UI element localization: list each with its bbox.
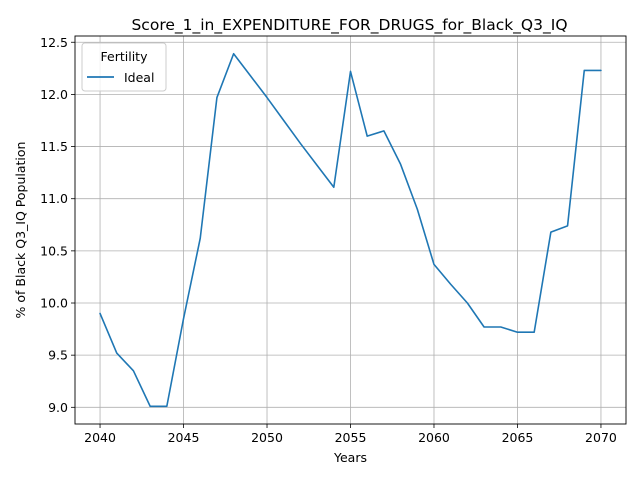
y-tick-label: 10.5 (40, 243, 68, 258)
legend-box (81, 42, 167, 92)
x-tick-label: 2060 (418, 430, 450, 445)
x-tick-label: 2055 (335, 430, 367, 445)
x-tick-label: 2045 (168, 430, 200, 445)
x-axis-ticks: 2040 2045 2050 2055 2060 2065 2070 (84, 424, 617, 445)
legend: Fertility Ideal (81, 42, 167, 92)
y-tick-label: 12.0 (40, 87, 68, 102)
y-tick-label: 9.5 (48, 348, 68, 363)
y-tick-label: 10.0 (40, 296, 68, 311)
y-tick-label: 11.0 (40, 191, 68, 206)
y-axis-ticks: 9.0 9.5 10.0 10.5 11.0 11.5 12.0 12.5 (40, 35, 75, 415)
chart-title: Score_1_in_EXPENDITURE_FOR_DRUGS_for_Bla… (131, 16, 567, 35)
y-tick-label: 9.0 (48, 400, 68, 415)
x-tick-label: 2065 (502, 430, 534, 445)
legend-title: Fertility (101, 49, 149, 64)
x-tick-label: 2050 (251, 430, 283, 445)
series-layer (99, 52, 602, 408)
y-tick-label: 11.5 (40, 139, 68, 154)
gridlines (75, 36, 626, 424)
y-axis-label: % of Black Q3_IQ Population (13, 142, 28, 319)
x-tick-label: 2040 (84, 430, 116, 445)
x-tick-label: 2070 (585, 430, 617, 445)
legend-label-ideal: Ideal (124, 70, 154, 85)
x-axis-label: Years (333, 450, 367, 465)
y-tick-label: 12.5 (40, 35, 68, 50)
series-line-ideal (99, 52, 602, 408)
